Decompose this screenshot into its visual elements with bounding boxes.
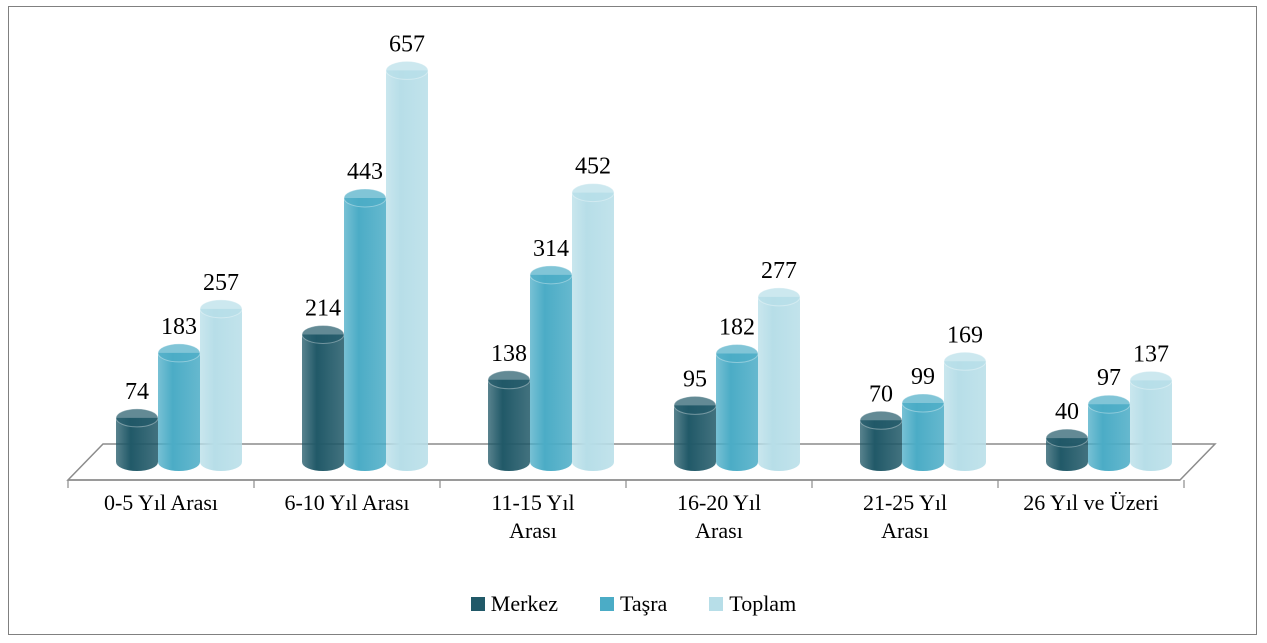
legend-label-toplam: Toplam — [729, 591, 797, 616]
bar-merkez-2 — [487, 370, 531, 471]
bar-toplam-5 — [1129, 370, 1173, 471]
bar-merkez-3 — [673, 395, 717, 471]
value-label-taşra-1: 443 — [347, 159, 383, 185]
bar-taşra-0 — [157, 343, 201, 471]
bar-toplam-0 — [199, 299, 243, 471]
legend-swatch-toplam — [709, 597, 724, 611]
value-label-taşra-4: 99 — [911, 364, 935, 390]
bar-taşra-5 — [1087, 394, 1131, 471]
category-label-1: 6-10 Yıl Arası — [284, 490, 409, 515]
bar-merkez-1 — [301, 324, 345, 471]
bar-taşra-1 — [343, 188, 387, 472]
value-label-toplam-2: 452 — [575, 154, 611, 180]
category-label-4: 21-25 Yıl Arası — [863, 490, 947, 543]
bar-merkez-0 — [115, 408, 159, 471]
legend-label-tasra: Taşra — [619, 591, 668, 616]
legend-item-merkez: Merkez — [470, 591, 558, 617]
bar-merkez-4 — [859, 410, 903, 471]
bar-toplam-2 — [571, 183, 615, 471]
legend-item-toplam: Toplam — [709, 591, 796, 617]
value-label-merkez-1: 214 — [305, 295, 341, 321]
value-label-merkez-5: 40 — [1055, 399, 1079, 425]
legend-swatch-merkez — [470, 597, 485, 611]
value-label-toplam-3: 277 — [761, 258, 797, 284]
bar-toplam-3 — [757, 287, 801, 471]
value-label-taşra-0: 183 — [161, 314, 197, 340]
value-label-merkez-4: 70 — [869, 381, 893, 407]
chart-bars — [115, 60, 1173, 472]
chart-category-labels: 0-5 Yıl Arası 6-10 Yıl Arası 11-15 Yıl Aras… — [104, 490, 1159, 543]
legend-item-tasra: Taşra — [599, 591, 668, 617]
category-label-2: 11-15 Yıl Arası — [491, 490, 574, 543]
value-label-toplam-5: 137 — [1133, 341, 1169, 367]
bar-taşra-2 — [529, 265, 573, 471]
bar-taşra-4 — [901, 393, 945, 471]
value-label-merkez-0: 74 — [125, 379, 149, 405]
value-label-taşra-2: 314 — [533, 236, 569, 262]
value-label-taşra-3: 182 — [719, 315, 755, 341]
bar-toplam-1 — [385, 60, 429, 471]
value-label-toplam-4: 169 — [947, 322, 983, 348]
category-label-0: 0-5 Yıl Arası — [104, 490, 218, 515]
category-label-5: 26 Yıl ve Üzeri — [1023, 490, 1158, 515]
value-label-toplam-1: 657 — [389, 31, 425, 57]
value-label-toplam-0: 257 — [203, 270, 239, 296]
bar-merkez-5 — [1045, 428, 1089, 471]
value-label-merkez-2: 138 — [491, 341, 527, 367]
chart-legend: Merkez Taşra Toplam — [0, 589, 1267, 619]
value-label-merkez-3: 95 — [683, 366, 707, 392]
bar-toplam-4 — [943, 351, 987, 471]
value-label-taşra-5: 97 — [1097, 365, 1121, 391]
bar-taşra-3 — [715, 344, 759, 471]
legend-label-merkez: Merkez — [490, 591, 558, 616]
category-label-3: 16-20 Yıl Arası — [677, 490, 761, 543]
legend-swatch-tasra — [599, 597, 614, 611]
